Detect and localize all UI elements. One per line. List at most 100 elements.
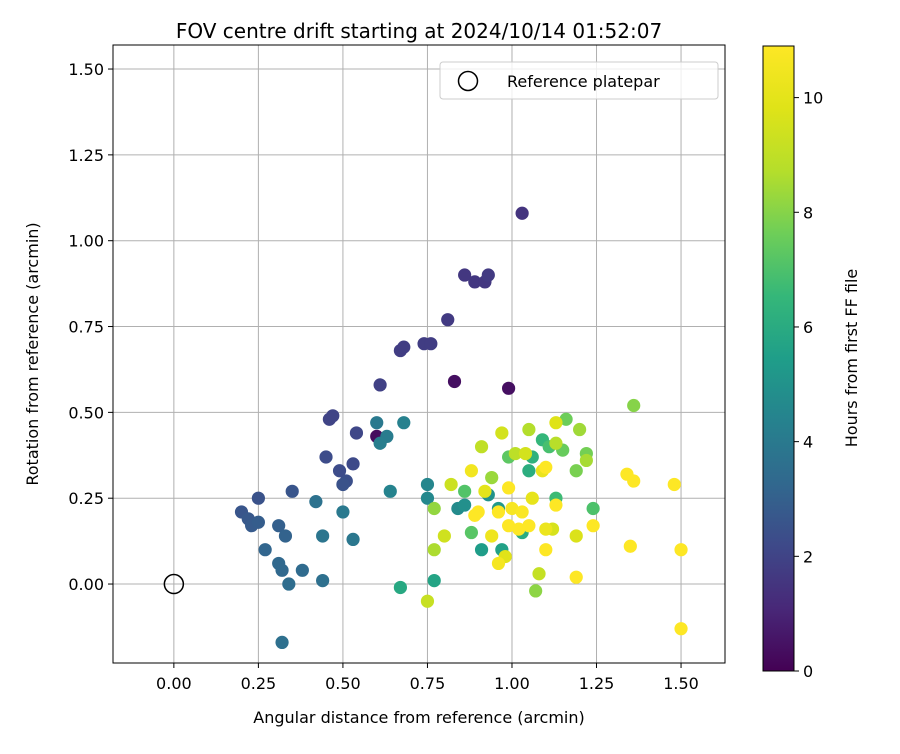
data-point xyxy=(539,543,553,557)
data-point xyxy=(539,460,553,474)
data-point xyxy=(397,340,411,354)
data-point xyxy=(474,440,489,454)
data-point xyxy=(468,508,482,522)
data-point xyxy=(319,450,333,464)
colorbar-ticks: 0 2 4 6 8 10 xyxy=(794,89,823,681)
data-point xyxy=(559,412,573,426)
colorbar-label: Hours from first FF file xyxy=(842,269,861,448)
data-point xyxy=(393,580,408,595)
data-point xyxy=(539,522,553,536)
colorbar: 0 2 4 6 8 10 Hours from first FF file xyxy=(762,45,861,681)
x-tick-label: 0.75 xyxy=(410,674,446,693)
data-point xyxy=(336,505,350,519)
data-point xyxy=(586,519,600,533)
data-point xyxy=(569,464,583,478)
data-point xyxy=(522,464,536,478)
data-point xyxy=(373,436,387,450)
legend-box xyxy=(439,61,719,100)
data-point xyxy=(515,206,529,220)
points-layer xyxy=(234,206,688,650)
data-point xyxy=(549,498,563,512)
data-point xyxy=(549,416,563,430)
data-point xyxy=(532,567,546,581)
data-point xyxy=(437,529,451,543)
data-point xyxy=(674,622,688,636)
data-point xyxy=(627,474,641,488)
x-tick-label: 0.50 xyxy=(325,674,361,693)
y-axis-label: Rotation from reference (arcmin) xyxy=(23,222,42,485)
chart-title: FOV centre drift starting at 2024/10/14 … xyxy=(176,19,662,43)
data-point xyxy=(518,446,533,461)
x-tick-label: 1.50 xyxy=(663,674,699,693)
x-tick-label: 0.00 xyxy=(156,674,192,693)
data-point xyxy=(522,422,536,437)
data-point xyxy=(251,491,265,505)
data-point xyxy=(332,464,347,478)
data-point xyxy=(529,584,543,598)
data-point xyxy=(502,381,516,395)
reference-layer xyxy=(163,573,185,595)
y-tick-label: 1.00 xyxy=(68,232,104,251)
data-point xyxy=(502,481,516,495)
data-point xyxy=(420,477,435,492)
data-point xyxy=(474,543,489,557)
data-point xyxy=(316,574,330,588)
y-tick-label: 1.50 xyxy=(68,60,104,79)
data-point xyxy=(427,574,441,588)
y-tick-label: 0.50 xyxy=(68,403,104,422)
data-point xyxy=(326,409,340,423)
data-point xyxy=(251,515,265,529)
data-point xyxy=(674,543,688,557)
data-point xyxy=(667,477,681,492)
x-tick-label: 1.25 xyxy=(579,674,615,693)
data-point xyxy=(346,457,360,471)
data-point xyxy=(549,436,563,450)
plot-frame xyxy=(112,44,726,664)
data-point xyxy=(481,268,495,282)
colorbar-tick-label: 8 xyxy=(803,203,813,222)
colorbar-tick-label: 10 xyxy=(803,89,823,108)
data-point xyxy=(282,577,296,591)
data-point xyxy=(444,477,458,492)
data-point xyxy=(491,505,506,519)
colorbar-tick-label: 6 xyxy=(803,318,813,337)
data-point xyxy=(458,484,472,498)
grid-layer xyxy=(113,45,725,663)
data-point xyxy=(495,426,509,440)
data-point xyxy=(447,374,462,389)
data-point xyxy=(316,529,330,543)
data-point xyxy=(623,539,637,553)
data-point xyxy=(427,501,441,516)
data-point xyxy=(464,464,479,478)
data-point xyxy=(295,563,309,577)
legend-reference-label: Reference platepar xyxy=(507,72,660,91)
data-point xyxy=(464,525,479,540)
y-tick-label: 0.75 xyxy=(68,318,104,337)
data-point xyxy=(278,529,293,543)
data-point xyxy=(349,426,364,440)
data-point xyxy=(258,543,272,557)
data-point xyxy=(485,529,499,543)
data-point xyxy=(491,556,506,571)
data-point xyxy=(441,313,455,327)
x-tick-label: 1.00 xyxy=(494,674,530,693)
data-point xyxy=(508,446,522,461)
data-point xyxy=(420,594,435,608)
data-point xyxy=(420,491,435,505)
data-point xyxy=(573,422,587,437)
colorbar-tick-label: 4 xyxy=(803,433,813,452)
data-point xyxy=(458,268,472,282)
data-point xyxy=(383,484,397,498)
data-point xyxy=(370,416,384,430)
x-ticks: 0.00 0.25 0.50 0.75 1.00 1.25 1.50 xyxy=(156,663,699,693)
colorbar-tick-label: 0 xyxy=(803,662,813,681)
data-point xyxy=(579,453,593,468)
legend-reference-marker xyxy=(457,70,479,92)
data-point xyxy=(275,635,289,650)
data-point xyxy=(485,471,499,485)
data-point xyxy=(346,532,360,547)
data-point xyxy=(424,337,438,351)
data-point xyxy=(309,495,323,509)
y-tick-label: 0.25 xyxy=(68,489,104,508)
